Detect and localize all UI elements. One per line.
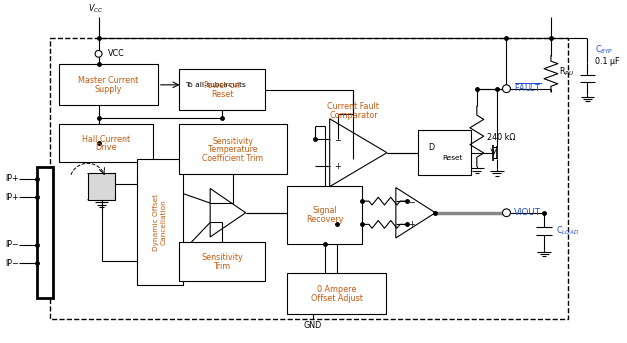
Text: Sensitivity: Sensitivity bbox=[201, 253, 243, 262]
Text: Drive: Drive bbox=[95, 143, 117, 152]
Text: VCC: VCC bbox=[108, 49, 125, 58]
Text: IP+: IP+ bbox=[5, 174, 19, 183]
Text: $+$: $+$ bbox=[334, 161, 342, 171]
Text: 0 Ampere: 0 Ampere bbox=[317, 285, 356, 294]
Bar bbox=[287, 186, 362, 244]
Text: Dynamic Offset
Cancellation: Dynamic Offset Cancellation bbox=[153, 194, 166, 251]
Text: $-$: $-$ bbox=[408, 197, 416, 205]
Text: IP+: IP+ bbox=[5, 193, 19, 202]
Text: GND: GND bbox=[303, 321, 322, 330]
Text: Current Fault: Current Fault bbox=[327, 102, 379, 111]
Bar bbox=[88, 173, 115, 200]
Text: Supply: Supply bbox=[95, 85, 122, 94]
Text: C$_{BYP}$: C$_{BYP}$ bbox=[596, 44, 614, 56]
Bar bbox=[179, 242, 265, 281]
Text: D: D bbox=[428, 143, 435, 152]
Text: $-$: $-$ bbox=[334, 134, 342, 144]
Text: Reset: Reset bbox=[211, 90, 233, 99]
Bar bbox=[50, 38, 567, 319]
Bar bbox=[59, 64, 158, 105]
Text: 240 kΩ: 240 kΩ bbox=[487, 133, 515, 142]
Bar bbox=[137, 159, 182, 285]
Text: IP−: IP− bbox=[5, 240, 19, 249]
Bar bbox=[59, 123, 153, 162]
Text: IP−: IP− bbox=[5, 259, 19, 268]
Bar bbox=[38, 167, 53, 298]
Text: C$_{LOAD}$: C$_{LOAD}$ bbox=[556, 225, 579, 237]
Text: Hall Current: Hall Current bbox=[82, 134, 130, 144]
Circle shape bbox=[502, 209, 510, 217]
Text: Trim: Trim bbox=[213, 261, 231, 271]
Bar bbox=[179, 69, 265, 110]
Text: $+$: $+$ bbox=[408, 220, 416, 229]
Text: VIOUT: VIOUT bbox=[514, 208, 542, 217]
Text: $\overline{\mathrm{FAULT}}$: $\overline{\mathrm{FAULT}}$ bbox=[514, 83, 542, 95]
Text: Sensitivity: Sensitivity bbox=[213, 137, 253, 145]
Bar bbox=[179, 123, 287, 174]
Text: Offset Adjust: Offset Adjust bbox=[310, 294, 362, 303]
Bar bbox=[418, 130, 471, 175]
Text: 0.1 µF: 0.1 µF bbox=[596, 57, 620, 66]
Bar bbox=[287, 273, 386, 314]
Text: Coefficient Trim: Coefficient Trim bbox=[203, 154, 263, 163]
Text: Recovery: Recovery bbox=[306, 215, 344, 224]
Text: Power-on: Power-on bbox=[204, 81, 240, 90]
Text: R$_{PU}$: R$_{PU}$ bbox=[559, 66, 574, 79]
Text: Master Current: Master Current bbox=[78, 76, 139, 85]
Text: To all subcircuits: To all subcircuits bbox=[186, 82, 246, 88]
Circle shape bbox=[502, 85, 510, 93]
Text: $V_{CC}$: $V_{CC}$ bbox=[88, 3, 103, 15]
Text: Reset: Reset bbox=[442, 155, 462, 162]
Circle shape bbox=[95, 50, 102, 57]
Text: Temperature: Temperature bbox=[208, 145, 258, 154]
Text: Comparator: Comparator bbox=[329, 111, 377, 120]
Text: Signal: Signal bbox=[312, 206, 337, 215]
